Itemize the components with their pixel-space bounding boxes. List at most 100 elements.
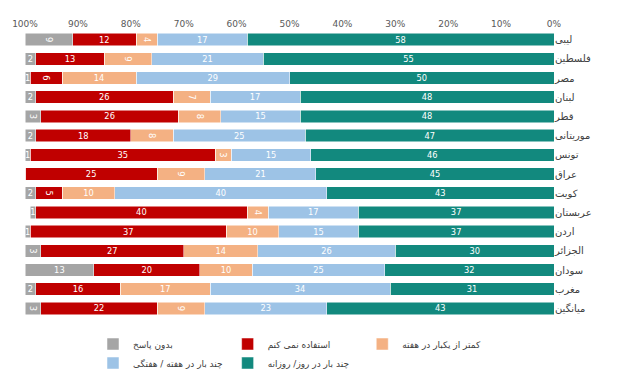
svg-text:37: 37 [451,227,462,237]
svg-text:تونس: تونس [555,149,579,160]
svg-text:9: 9 [176,306,186,311]
svg-text:100%: 100% [12,19,38,29]
svg-text:48: 48 [422,92,433,102]
svg-text:سودان: سودان [555,265,583,276]
svg-text:17: 17 [197,35,208,45]
svg-text:3: 3 [28,114,38,119]
svg-text:40: 40 [215,188,226,198]
svg-text:الجزائر: الجزائر [554,245,584,256]
svg-text:90%: 90% [68,19,88,29]
svg-text:14: 14 [215,246,226,256]
svg-text:20: 20 [141,265,152,275]
svg-text:عراق: عراق [555,169,577,180]
svg-text:7: 7 [187,95,197,100]
svg-text:25: 25 [234,131,245,141]
svg-text:30%: 30% [385,19,405,29]
svg-text:16: 16 [73,284,84,294]
svg-text:استفاده نمی کنم: استفاده نمی کنم [268,340,331,351]
svg-text:12: 12 [99,35,110,45]
svg-text:1: 1 [25,73,30,83]
svg-text:40%: 40% [332,19,352,29]
svg-text:10: 10 [247,227,258,237]
svg-text:لبنان: لبنان [555,92,574,103]
svg-text:50: 50 [416,73,427,83]
svg-text:35: 35 [118,150,129,160]
svg-text:10: 10 [83,188,94,198]
svg-text:21: 21 [255,169,266,179]
svg-text:15: 15 [255,111,266,121]
svg-text:46: 46 [427,150,438,160]
svg-text:10: 10 [221,265,232,275]
svg-text:8: 8 [147,133,157,138]
svg-text:15: 15 [266,150,277,160]
svg-text:32: 32 [464,265,475,275]
svg-text:55: 55 [403,54,414,64]
svg-text:لیبی: لیبی [555,34,572,45]
svg-text:29: 29 [208,73,219,83]
svg-text:43: 43 [435,188,446,198]
svg-text:قطر: قطر [554,111,574,122]
svg-text:5: 5 [44,191,54,196]
svg-text:0%: 0% [547,19,562,29]
svg-text:8: 8 [195,114,205,119]
svg-text:2: 2 [28,284,33,294]
svg-text:80%: 80% [121,19,141,29]
svg-text:13: 13 [54,265,65,275]
svg-text:2: 2 [28,188,33,198]
svg-text:10%: 10% [491,19,511,29]
svg-text:13: 13 [65,54,76,64]
svg-text:9: 9 [44,37,54,42]
svg-text:چند بار در هفته / هفتگی: چند بار در هفته / هفتگی [133,358,223,369]
svg-text:40: 40 [136,207,147,217]
svg-text:فلسطین: فلسطین [555,53,591,64]
svg-text:23: 23 [260,303,271,313]
svg-text:25: 25 [313,265,324,275]
svg-text:27: 27 [107,246,118,256]
svg-text:30: 30 [469,246,480,256]
svg-text:58: 58 [395,35,406,45]
svg-text:37: 37 [123,227,134,237]
svg-text:کمتر از یکبار در هفته: کمتر از یکبار در هفته [402,340,481,350]
svg-text:70%: 70% [174,19,194,29]
svg-text:1: 1 [30,207,35,217]
svg-text:4: 4 [142,37,152,42]
svg-text:1: 1 [25,150,30,160]
svg-text:60%: 60% [227,19,247,29]
svg-text:43: 43 [435,303,446,313]
svg-text:26: 26 [104,111,115,121]
svg-text:2: 2 [28,54,33,64]
svg-text:چند بار در روز/ روزانه: چند بار در روز/ روزانه [268,359,349,369]
svg-text:2: 2 [28,92,33,102]
svg-text:اردن: اردن [555,226,574,237]
svg-text:کویت: کویت [555,188,578,199]
svg-text:25: 25 [86,169,97,179]
svg-text:34: 34 [295,284,306,294]
svg-text:47: 47 [424,131,435,141]
svg-text:موریتانی: موریتانی [555,130,590,141]
svg-text:میانگین: میانگین [555,303,585,314]
svg-text:15: 15 [313,227,324,237]
svg-text:45: 45 [430,169,441,179]
svg-text:17: 17 [250,92,261,102]
svg-text:48: 48 [422,111,433,121]
svg-text:17: 17 [160,284,171,294]
svg-text:14: 14 [94,73,105,83]
svg-text:20%: 20% [438,19,458,29]
svg-text:مصر: مصر [554,73,575,84]
svg-text:9: 9 [176,171,186,176]
svg-text:37: 37 [451,207,462,217]
svg-text:31: 31 [467,284,478,294]
svg-text:3: 3 [28,306,38,311]
svg-text:عربستان: عربستان [555,207,592,218]
svg-text:9: 9 [123,56,133,61]
svg-text:21: 21 [202,54,213,64]
svg-text:بدون پاسخ: بدون پاسخ [133,340,173,350]
svg-text:4: 4 [253,210,263,215]
svg-text:2: 2 [28,131,33,141]
svg-text:17: 17 [308,207,319,217]
svg-text:1: 1 [25,227,30,237]
svg-text:26: 26 [321,246,332,256]
svg-text:3: 3 [218,152,228,157]
svg-text:18: 18 [78,131,89,141]
svg-text:50%: 50% [279,19,299,29]
